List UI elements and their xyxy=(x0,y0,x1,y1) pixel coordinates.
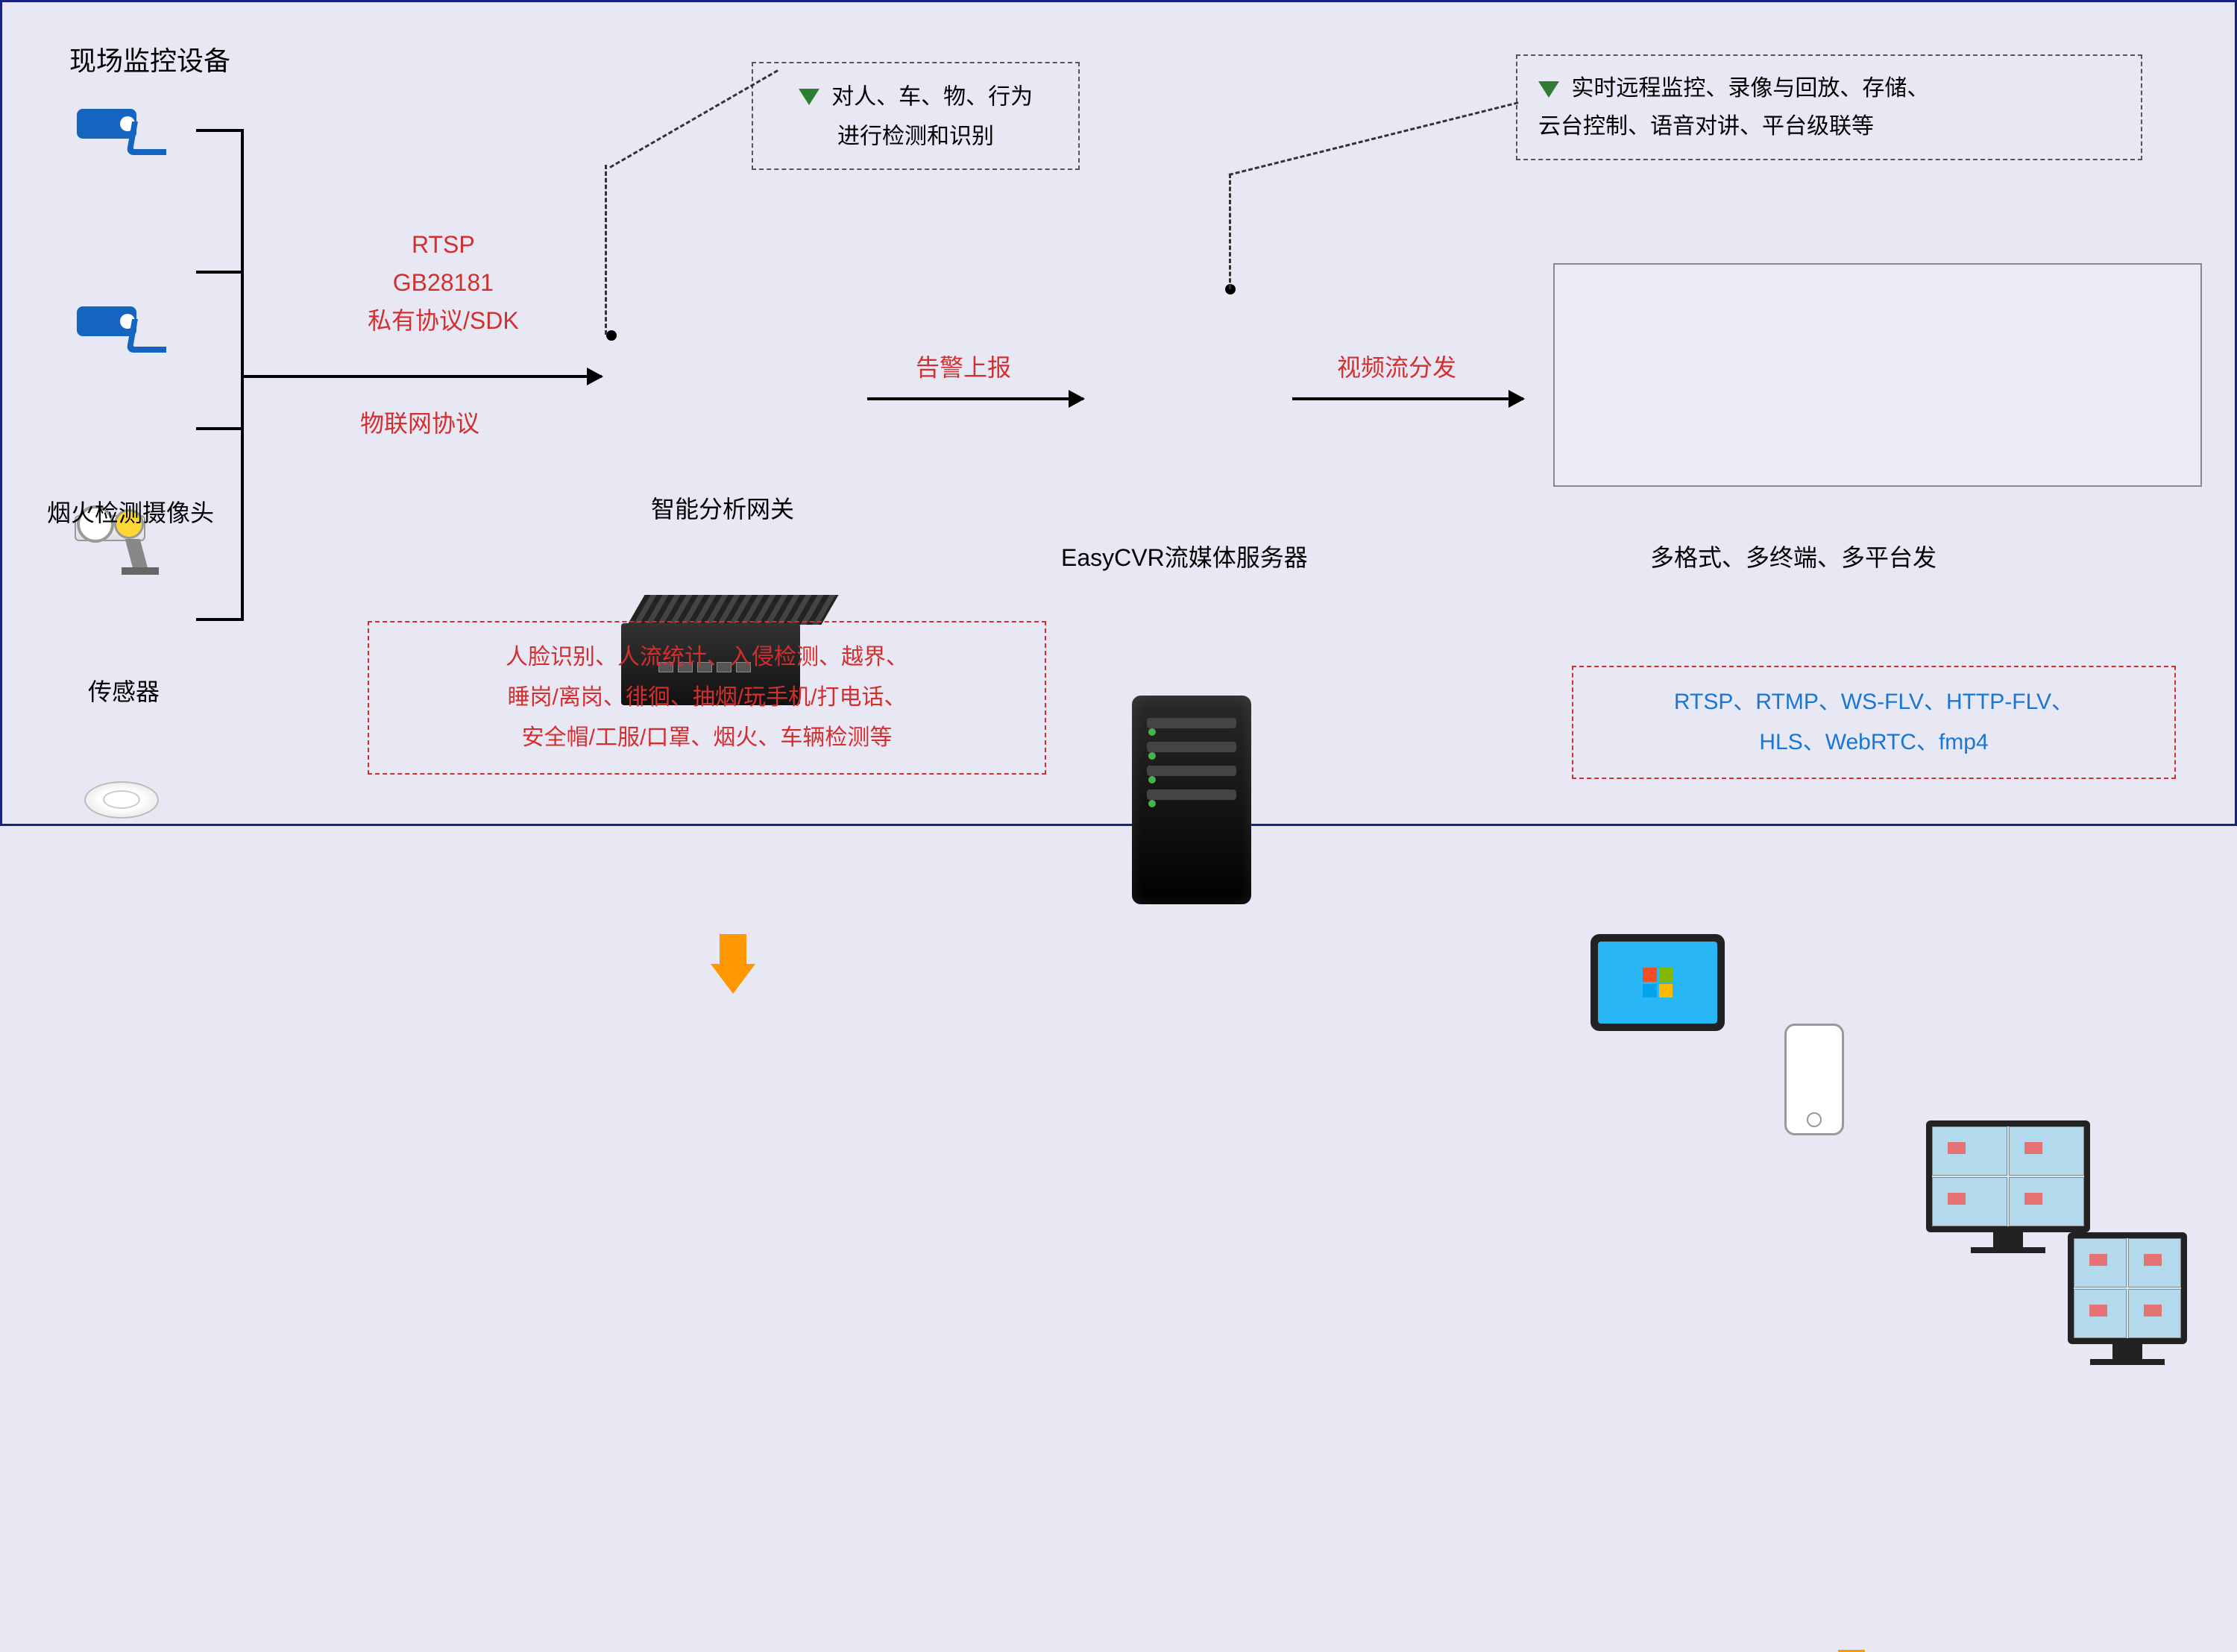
camera-icon-1 xyxy=(77,103,166,155)
sensor-label: 传感器 xyxy=(88,673,160,707)
connector-dot-1 xyxy=(606,330,617,341)
iot-protocol-label: 物联网协议 xyxy=(360,405,479,439)
triangle-icon-2 xyxy=(1538,81,1559,98)
arrow-down-gateway xyxy=(711,964,755,994)
protocol-sdk: 私有协议/SDK xyxy=(368,302,519,340)
dash-connector-2 xyxy=(1229,101,1519,176)
triangle-icon xyxy=(799,89,819,105)
alarm-label: 告警上报 xyxy=(916,349,1011,383)
server-label: EasyCVR流媒体服务器 xyxy=(1061,539,1308,573)
protocol-gb28181: GB28181 xyxy=(368,264,519,302)
camera-icon-2 xyxy=(77,300,166,353)
monitor-right xyxy=(2068,1232,2187,1344)
clients-panel xyxy=(1553,263,2202,487)
tooltip1-text: 对人、车、物、行为 进行检测和识别 xyxy=(831,85,1033,149)
dist-label: 视频流分发 xyxy=(1337,349,1456,383)
dash-vert-2 xyxy=(1229,174,1232,289)
monitor-left xyxy=(1926,1120,2090,1232)
phone-device xyxy=(1784,1024,1844,1135)
gateway-label: 智能分析网关 xyxy=(651,491,794,525)
tooltip2-text: 实时远程监控、录像与回放、存储、 云台控制、语音对讲、平台级联等 xyxy=(1538,76,1929,139)
formats-box: RTSP、RTMP、WS-FLV、HTTP-FLV、 HLS、WebRTC、fm… xyxy=(1572,666,2176,779)
arrow-server-to-clients xyxy=(1292,397,1523,400)
thermal-label: 烟火检测摄像头 xyxy=(47,494,214,529)
arrow-gateway-to-server xyxy=(867,397,1083,400)
merge-bracket xyxy=(196,129,241,621)
protocols-label: RTSP GB28181 私有协议/SDK xyxy=(368,226,519,341)
features-box: 人脸识别、人流统计、入侵检测、越界、 睡岗/离岗、徘徊、抽烟/玩手机/打电话、 … xyxy=(368,621,1046,775)
arrow-devices-to-gateway xyxy=(244,375,602,378)
tablet-device xyxy=(1591,934,1725,1031)
sensor-icon xyxy=(84,763,159,837)
devices-title: 现场监控设备 xyxy=(69,40,230,78)
tooltip-features: 实时远程监控、录像与回放、存储、 云台控制、语音对讲、平台级联等 xyxy=(1516,54,2142,160)
tooltip-detection: 对人、车、物、行为 进行检测和识别 xyxy=(752,62,1080,170)
media-server xyxy=(1132,696,1251,904)
protocol-rtsp: RTSP xyxy=(368,226,519,264)
dash-vert-1 xyxy=(605,165,608,335)
clients-label: 多格式、多终端、多平台发 xyxy=(1650,539,1936,573)
